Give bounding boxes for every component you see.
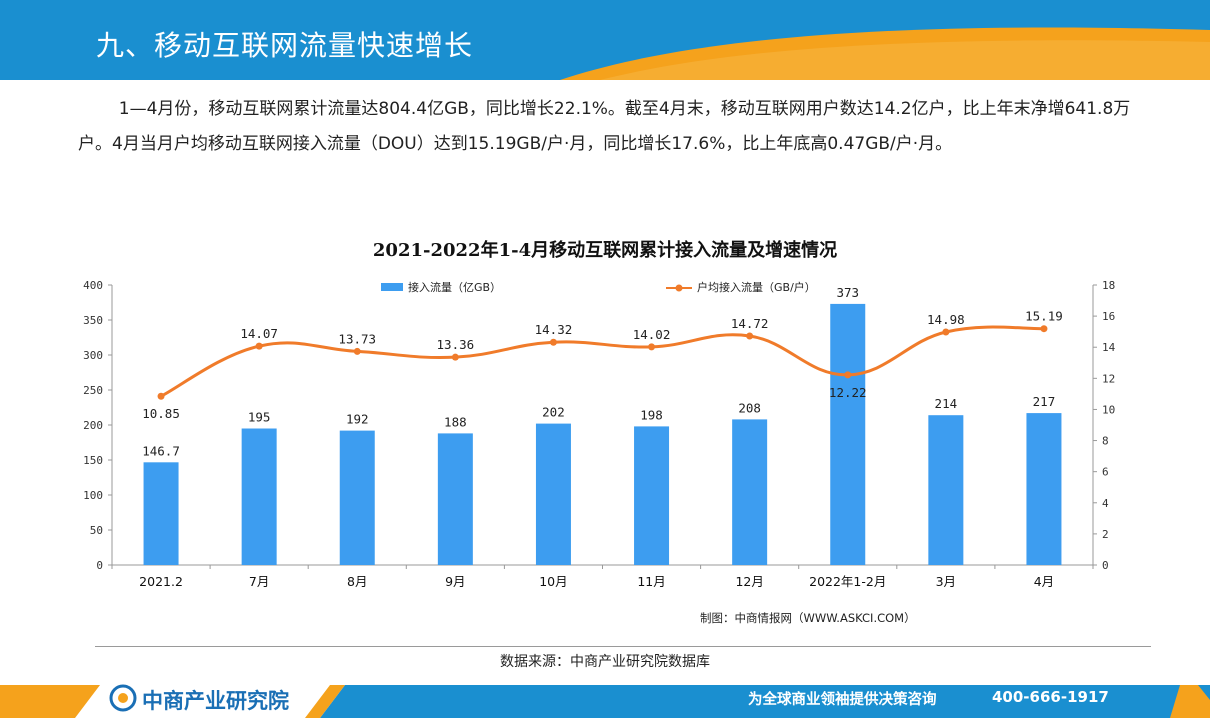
line-point (549, 338, 557, 346)
y-right-tick-label: 6 (1102, 466, 1109, 479)
footer-hotline: 400-666-1917 (992, 688, 1109, 706)
header-banner: 九、移动互联网流量快速增长 (0, 0, 1210, 80)
line-point (353, 347, 361, 355)
footer-background (0, 685, 1210, 718)
bar (339, 430, 375, 565)
line-data-label: 12.22 (829, 385, 867, 400)
x-tick-label: 2021.2 (139, 574, 183, 589)
chart-title: 2021-2022年1-4月移动互联网累计接入流量及增速情况 (372, 240, 838, 261)
bar-data-label: 214 (935, 396, 958, 411)
x-tick-label: 12月 (735, 574, 763, 589)
y-right-tick-label: 4 (1102, 497, 1109, 510)
bar-data-label: 217 (1033, 394, 1056, 409)
bar-data-label: 195 (248, 410, 271, 425)
x-tick-label: 9月 (445, 574, 465, 589)
x-tick-label: 11月 (637, 574, 665, 589)
y-right-tick-label: 18 (1102, 279, 1115, 292)
y-left-tick-label: 200 (83, 419, 103, 432)
bar (535, 423, 571, 565)
line-point (648, 343, 656, 351)
bar (732, 419, 768, 565)
y-right-tick-label: 0 (1102, 559, 1109, 572)
divider-line (95, 646, 1151, 647)
data-labels: 146.7 195 192 188 202 198 208 373 214 217 10.85 14.… (142, 285, 1063, 458)
legend-bar-swatch (381, 283, 403, 291)
line-point (746, 332, 754, 340)
bar (634, 426, 670, 565)
bar-data-label: 198 (640, 407, 663, 422)
y-left-tick-label: 150 (83, 454, 103, 467)
line-point (157, 392, 165, 400)
intro-text: 1—4月份，移动互联网累计流量达804.4亿GB，同比增长22.1%。截至4月末… (78, 92, 1138, 161)
y-right-tick-label: 2 (1102, 528, 1109, 541)
line-point (844, 371, 852, 379)
y-left-tick-label: 350 (83, 314, 103, 327)
bar (928, 415, 964, 565)
combo-chart: 0 50 100 150 200 250 300 350 400 0 2 4 6 8 10 12 14 16 18 2… (83, 279, 1116, 589)
x-tick-label: 8月 (347, 574, 367, 589)
line-data-label: 13.36 (437, 337, 475, 352)
y-right-tick-label: 14 (1102, 341, 1116, 354)
bar-data-label: 373 (836, 285, 859, 300)
x-tick-label: 7月 (249, 574, 269, 589)
y-left-tick-label: 400 (83, 279, 103, 292)
header-background (0, 0, 1210, 80)
line-path (160, 325, 1044, 398)
line-data-label: 14.72 (731, 316, 769, 331)
bar (830, 303, 866, 565)
line-data-label: 15.19 (1025, 309, 1063, 324)
legend-line-label: 户均接入流量（GB/户） (697, 280, 816, 294)
bar-data-label: 202 (542, 405, 565, 420)
x-tick-label: 3月 (936, 574, 956, 589)
line-point (255, 342, 263, 350)
brand-logo-icon (109, 684, 137, 712)
legend-line-marker (675, 284, 683, 292)
y-left-tick-label: 300 (83, 349, 103, 362)
y-left-tick-label: 100 (83, 489, 103, 502)
x-tick-label: 10月 (539, 574, 567, 589)
line-data-label: 14.32 (535, 322, 573, 337)
footer-slogan: 为全球商业领袖提供决策咨询 (748, 692, 937, 708)
bar (241, 428, 277, 565)
chart-legend: 接入流量（亿GB） 户均接入流量（GB/户） (381, 280, 816, 294)
chart-credit: 制图：中商情报网（WWW.ASKCI.COM） (700, 611, 916, 625)
line-point (1040, 325, 1048, 333)
y-left-tick-label: 250 (83, 384, 103, 397)
bar-data-label: 192 (346, 412, 369, 427)
line-data-label: 14.07 (240, 326, 278, 341)
data-source: 数据来源：中商产业研究院数据库 (500, 654, 710, 670)
bar-series (143, 303, 1062, 565)
bar-data-label: 146.7 (142, 443, 180, 458)
bar (1026, 413, 1062, 565)
bar-data-label: 188 (444, 414, 467, 429)
line-data-label: 14.02 (633, 327, 671, 342)
y-right-tick-label: 8 (1102, 435, 1109, 448)
page-title: 九、移动互联网流量快速增长 (96, 29, 474, 62)
x-tick-label: 2022年1-2月 (809, 574, 886, 589)
line-series (157, 325, 1048, 400)
bar-data-label: 208 (738, 400, 761, 415)
legend-bar-label: 接入流量（亿GB） (408, 280, 501, 294)
y-left-tick-label: 0 (96, 559, 103, 572)
line-point (451, 353, 459, 361)
bar (143, 462, 179, 565)
line-data-label: 13.73 (338, 331, 376, 346)
intro-paragraph: 1—4月份，移动互联网累计流量达804.4亿GB，同比增长22.1%。截至4月末… (78, 99, 1131, 154)
footer-bar (0, 680, 1210, 718)
y-left-tick-label: 50 (90, 524, 103, 537)
line-point (942, 328, 950, 336)
x-tick-label: 4月 (1034, 574, 1054, 589)
bar (437, 433, 473, 565)
line-data-label: 14.98 (927, 312, 965, 327)
brand-name: 中商产业研究院 (142, 689, 289, 713)
y-right-tick-label: 12 (1102, 372, 1115, 385)
y-right-tick-label: 10 (1102, 403, 1115, 416)
y-right-tick-label: 16 (1102, 310, 1115, 323)
line-data-label: 10.85 (142, 406, 180, 421)
